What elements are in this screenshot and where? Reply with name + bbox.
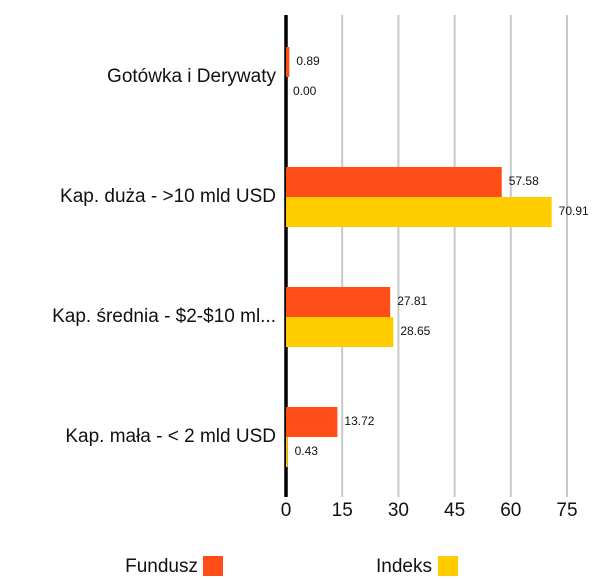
legend-label: Fundusz — [125, 556, 198, 577]
bar — [286, 47, 290, 77]
value-label: 13.72 — [344, 414, 374, 428]
y-tick-label: Kap. mała - < 2 mld USD — [65, 426, 276, 447]
value-label: 0.00 — [293, 84, 317, 98]
y-tick-label: Gotówka i Derywaty — [107, 66, 276, 87]
y-tick-label: Kap. duża - >10 mld USD — [60, 186, 276, 207]
bar — [286, 317, 394, 347]
bar — [286, 197, 552, 227]
x-tick-label: 15 — [332, 500, 353, 521]
x-tick-label: 30 — [388, 500, 409, 521]
legend-label: Indeks — [376, 556, 432, 577]
value-label: 70.91 — [559, 204, 589, 218]
bar — [286, 407, 338, 437]
legend-swatch — [203, 556, 223, 576]
bar — [286, 167, 502, 197]
x-tick-label: 45 — [444, 500, 465, 521]
value-label: 27.81 — [397, 294, 427, 308]
value-label: 57.58 — [509, 174, 539, 188]
x-tick-label: 60 — [500, 500, 521, 521]
bar — [286, 287, 391, 317]
value-label: 0.89 — [296, 54, 320, 68]
x-tick-label: 75 — [556, 500, 577, 521]
value-label: 28.65 — [400, 324, 430, 338]
y-tick-label: Kap. średnia - $2-$10 ml... — [52, 306, 276, 327]
value-label: 0.43 — [295, 444, 319, 458]
legend-swatch — [438, 556, 458, 576]
x-tick-label: 0 — [281, 500, 292, 521]
bar — [286, 437, 288, 467]
